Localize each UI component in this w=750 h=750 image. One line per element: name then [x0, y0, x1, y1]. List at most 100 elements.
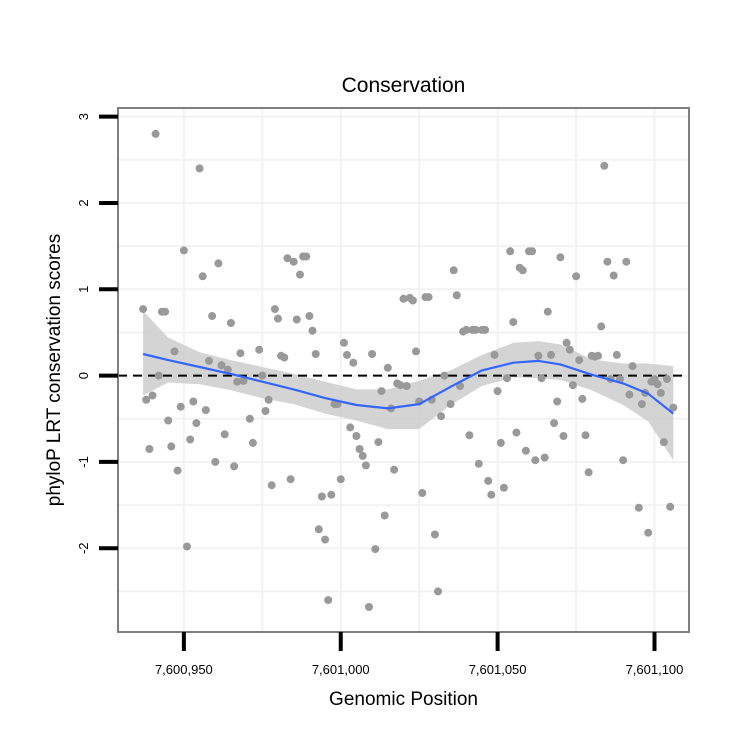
data-point [383, 363, 392, 372]
data-point [336, 475, 345, 484]
data-point [233, 377, 242, 386]
data-point [264, 395, 273, 404]
data-point [402, 382, 411, 390]
x-tick-label: 7,601,050 [469, 662, 527, 677]
data-point [446, 400, 455, 409]
data-point [161, 307, 170, 316]
data-point [534, 351, 543, 360]
data-point [270, 305, 279, 314]
data-point [503, 374, 511, 383]
data-point [170, 347, 179, 356]
data-point [258, 371, 267, 380]
data-point [317, 492, 326, 501]
data-point [308, 326, 317, 335]
data-point [584, 468, 593, 477]
data-point [550, 419, 559, 428]
data-point [547, 350, 555, 359]
data-point [481, 325, 490, 334]
data-point [562, 338, 571, 347]
smooth-fit-line [142, 352, 674, 415]
data-point [656, 388, 665, 397]
data-point [559, 432, 568, 440]
data-point [223, 365, 232, 374]
data-point [600, 161, 609, 170]
data-point [653, 380, 662, 389]
data-point [612, 350, 621, 359]
data-point [173, 466, 182, 475]
data-point [346, 423, 355, 432]
data-point [603, 257, 612, 266]
data-point [493, 387, 502, 396]
data-point [230, 462, 239, 471]
data-point [669, 403, 678, 412]
data-point [597, 322, 606, 331]
data-point [296, 270, 304, 279]
data-point [314, 525, 323, 534]
data-point [343, 350, 351, 359]
scatter-points [139, 129, 678, 611]
data-point [430, 530, 439, 539]
data-point [368, 350, 377, 358]
data-point [280, 353, 289, 362]
data-point [380, 511, 389, 520]
data-point [625, 390, 634, 399]
data-point [506, 247, 515, 256]
data-point [142, 395, 151, 404]
data-point [374, 438, 383, 447]
data-point [474, 459, 483, 468]
data-point [321, 535, 330, 544]
data-point [666, 502, 675, 511]
data-point [609, 271, 618, 280]
data-point [512, 428, 521, 437]
data-point [594, 351, 602, 360]
data-point [521, 446, 530, 455]
x-tick-label: 7,601,000 [312, 662, 370, 677]
data-point [226, 319, 235, 327]
data-point [365, 603, 373, 611]
data-point [205, 356, 213, 365]
data-point [531, 456, 540, 465]
data-point [452, 291, 461, 300]
smooth-line-layer [142, 352, 674, 415]
data-point [305, 312, 314, 320]
data-point [154, 371, 163, 380]
data-point [261, 407, 270, 415]
data-point [186, 435, 195, 444]
data-point [484, 476, 493, 485]
data-point [349, 358, 358, 367]
data-point [462, 325, 471, 334]
data-point [408, 296, 417, 305]
data-point [412, 347, 420, 356]
data-point [324, 596, 333, 605]
data-point [396, 381, 405, 390]
data-point [355, 445, 364, 453]
data-point [540, 453, 549, 462]
data-point [208, 312, 217, 320]
data-point [289, 257, 298, 266]
data-point [220, 430, 229, 439]
data-point [248, 438, 257, 447]
data-point [148, 391, 157, 400]
data-point [145, 445, 154, 453]
data-point [537, 374, 546, 383]
data-point [371, 545, 380, 554]
data-point [543, 307, 552, 316]
x-tick-label: 7,601,100 [626, 662, 684, 677]
data-point [352, 432, 361, 440]
data-point [619, 456, 628, 465]
data-point [377, 387, 386, 396]
data-point [245, 414, 254, 423]
data-point [568, 381, 577, 390]
panel-border [117, 107, 690, 633]
data-point [217, 361, 226, 370]
y-axis-title: phyloP LRT conservation scores [44, 234, 65, 507]
data-point [236, 349, 245, 358]
y-tick-label: 2 [76, 199, 91, 206]
chart-title: Conservation [342, 74, 466, 97]
data-point [663, 375, 671, 384]
data-point [390, 465, 399, 474]
data-point [628, 362, 637, 371]
data-point [509, 318, 518, 327]
data-point [644, 528, 653, 537]
